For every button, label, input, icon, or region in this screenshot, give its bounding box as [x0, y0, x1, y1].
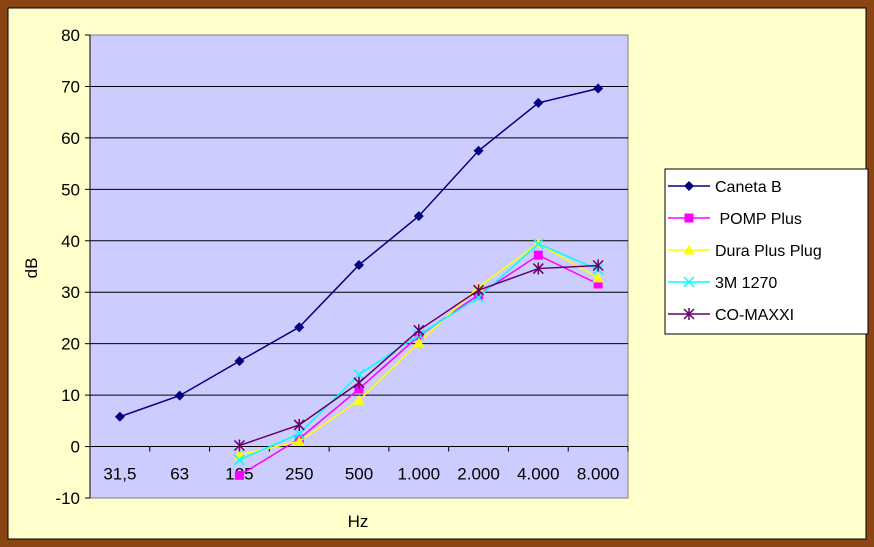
series-layer [114, 83, 604, 480]
legend: Caneta B POMP Plus Dura Plus Plug 3M 1270 C… [664, 168, 869, 335]
x-tick-label: 63 [170, 465, 189, 484]
y-tick-labels: -10 0 10 20 30 40 50 60 70 80 [55, 26, 80, 508]
data-point [114, 411, 125, 422]
y-tick-label: 60 [61, 129, 80, 148]
data-point [234, 356, 245, 367]
y-tick-label: 0 [71, 438, 80, 457]
legend-marker [683, 244, 695, 255]
data-point [174, 390, 185, 401]
y-tick-label: 70 [61, 77, 80, 96]
legend-entry: CO-MAXXI [668, 307, 794, 324]
legend-marker [683, 308, 695, 320]
y-tick-label: 10 [61, 386, 80, 405]
data-point [413, 211, 424, 222]
data-point [533, 97, 544, 108]
y-tick-label: -10 [55, 489, 80, 508]
y-tick-label: 80 [61, 26, 80, 45]
data-point [354, 384, 364, 394]
legend-entry: Caneta B [668, 179, 782, 196]
data-point [233, 454, 245, 466]
series-4 [233, 259, 604, 452]
data-point [353, 394, 365, 405]
x-tick-label: 1.000 [398, 465, 441, 484]
x-axis-title: Hz [348, 512, 369, 531]
data-point [353, 369, 365, 381]
data-point [593, 279, 603, 289]
legend-label: Caneta B [715, 179, 782, 196]
data-point [533, 250, 543, 260]
data-point [293, 418, 305, 431]
data-point [532, 238, 544, 250]
legend-entry: Dura Plus Plug [668, 243, 822, 260]
data-point [413, 337, 425, 348]
y-axis-title: dB [22, 258, 41, 279]
data-point [592, 272, 604, 283]
x-tick-label: 8.000 [577, 465, 620, 484]
legend-box [664, 168, 869, 335]
data-point [354, 259, 364, 270]
y-tick-label: 40 [61, 232, 80, 251]
y-tick-label: 50 [61, 180, 80, 199]
legend-label: Dura Plus Plug [715, 243, 822, 260]
data-point [532, 262, 544, 275]
data-point [234, 470, 244, 480]
legend-entry: 3M 1270 [668, 275, 777, 292]
x-tick-label: 31,5 [103, 465, 136, 484]
legend-label: POMP Plus [715, 211, 802, 228]
legend-marker [684, 213, 694, 223]
data-point [473, 145, 484, 156]
series-0 [114, 83, 604, 422]
data-point [293, 435, 305, 446]
x-tick-label: 500 [345, 465, 373, 484]
legend-marker [684, 181, 694, 191]
x-tick-label: 4.000 [517, 465, 560, 484]
legend-entry: POMP Plus [668, 211, 802, 228]
data-point [592, 259, 604, 272]
data-point [294, 322, 305, 333]
legend-label: 3M 1270 [715, 275, 777, 292]
data-point [593, 83, 604, 94]
x-tick-label: 250 [285, 465, 313, 484]
legend-label: CO-MAXXI [715, 307, 794, 324]
data-point [353, 376, 365, 389]
data-point [233, 439, 245, 452]
data-point [293, 428, 305, 440]
x-tick-label: 2.000 [457, 465, 500, 484]
data-point [473, 284, 485, 297]
legend-marker [683, 276, 695, 288]
y-tick-label: 30 [61, 283, 80, 302]
y-tick-label: 20 [61, 335, 80, 354]
data-point [413, 324, 425, 337]
